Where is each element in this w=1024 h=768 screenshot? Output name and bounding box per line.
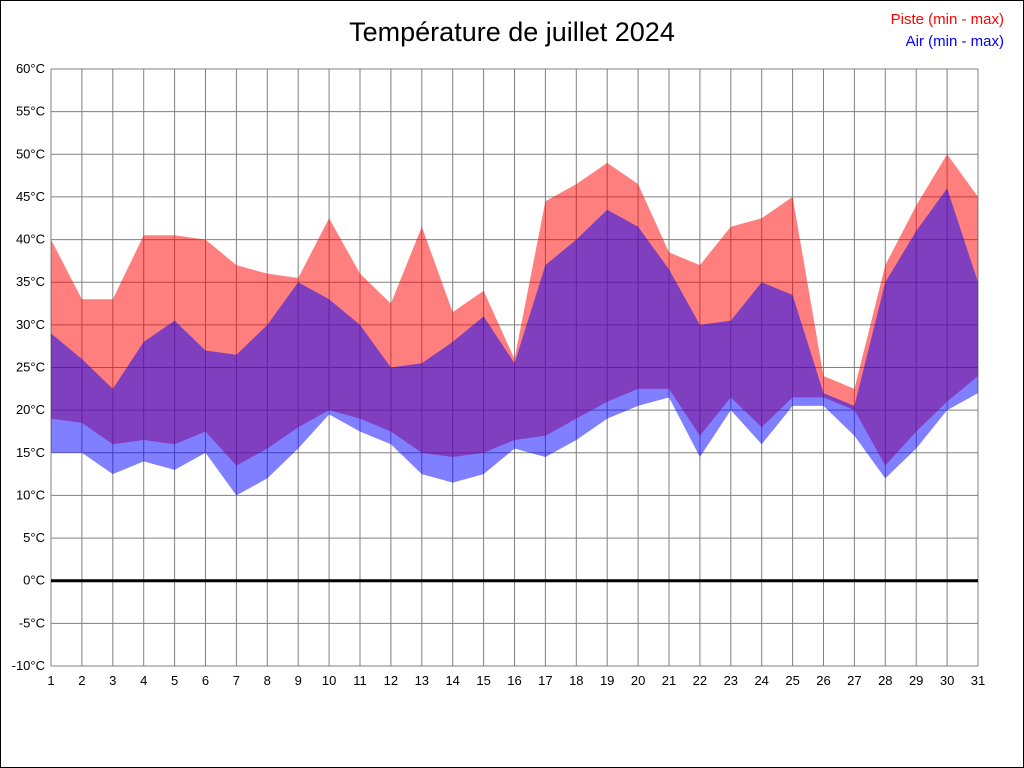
- y-tick-label: 30°C: [16, 317, 45, 332]
- y-tick-label: 45°C: [16, 189, 45, 204]
- y-tick-label: 55°C: [16, 104, 45, 119]
- x-tick-label: 21: [662, 673, 676, 688]
- y-tick-label: 50°C: [16, 146, 45, 161]
- x-tick-label: 12: [384, 673, 398, 688]
- x-tick-label: 16: [507, 673, 521, 688]
- y-tick-label: 10°C: [16, 487, 45, 502]
- x-tick-label: 5: [171, 673, 178, 688]
- y-tick-label: -10°C: [12, 658, 45, 673]
- x-tick-label: 26: [816, 673, 830, 688]
- x-tick-label: 30: [940, 673, 954, 688]
- x-tick-label: 28: [878, 673, 892, 688]
- legend-air-label: Air (min - max): [905, 33, 1004, 50]
- x-tick-label: 24: [754, 673, 768, 688]
- x-tick-label: 22: [693, 673, 707, 688]
- air-minmax-band: [51, 188, 978, 496]
- x-tick-label: 1: [47, 673, 54, 688]
- legend-piste-label: Piste (min - max): [890, 11, 1004, 28]
- y-tick-label: 35°C: [16, 274, 45, 289]
- x-tick-label: 17: [538, 673, 552, 688]
- x-tick-label: 19: [600, 673, 614, 688]
- x-tick-label: 3: [109, 673, 116, 688]
- y-tick-label: 5°C: [23, 530, 45, 545]
- x-tick-label: 11: [353, 673, 367, 688]
- x-tick-label: 18: [569, 673, 583, 688]
- x-tick-label: 25: [785, 673, 799, 688]
- y-tick-label: 40°C: [16, 232, 45, 247]
- y-tick-label: 25°C: [16, 360, 45, 375]
- x-tick-label: 29: [909, 673, 923, 688]
- x-tick-label: 27: [847, 673, 861, 688]
- y-tick-label: 15°C: [16, 445, 45, 460]
- x-tick-label: 9: [295, 673, 302, 688]
- x-tick-label: 14: [445, 673, 459, 688]
- x-tick-label: 15: [476, 673, 490, 688]
- x-tick-label: 31: [971, 673, 985, 688]
- x-tick-label: 2: [78, 673, 85, 688]
- x-tick-label: 8: [264, 673, 271, 688]
- y-tick-label: -5°C: [19, 615, 45, 630]
- x-tick-label: 10: [322, 673, 336, 688]
- y-tick-label: 0°C: [23, 573, 45, 588]
- y-tick-label: 60°C: [16, 61, 45, 76]
- x-tick-label: 4: [140, 673, 147, 688]
- legend: Piste (min - max) Air (min - max): [891, 9, 1004, 53]
- x-tick-label: 20: [631, 673, 645, 688]
- x-tick-label: 7: [233, 673, 240, 688]
- x-tick-label: 13: [415, 673, 429, 688]
- x-tick-label: 6: [202, 673, 209, 688]
- x-tick-label: 23: [724, 673, 738, 688]
- chart-title: Température de juillet 2024: [349, 17, 675, 47]
- y-tick-label: 20°C: [16, 402, 45, 417]
